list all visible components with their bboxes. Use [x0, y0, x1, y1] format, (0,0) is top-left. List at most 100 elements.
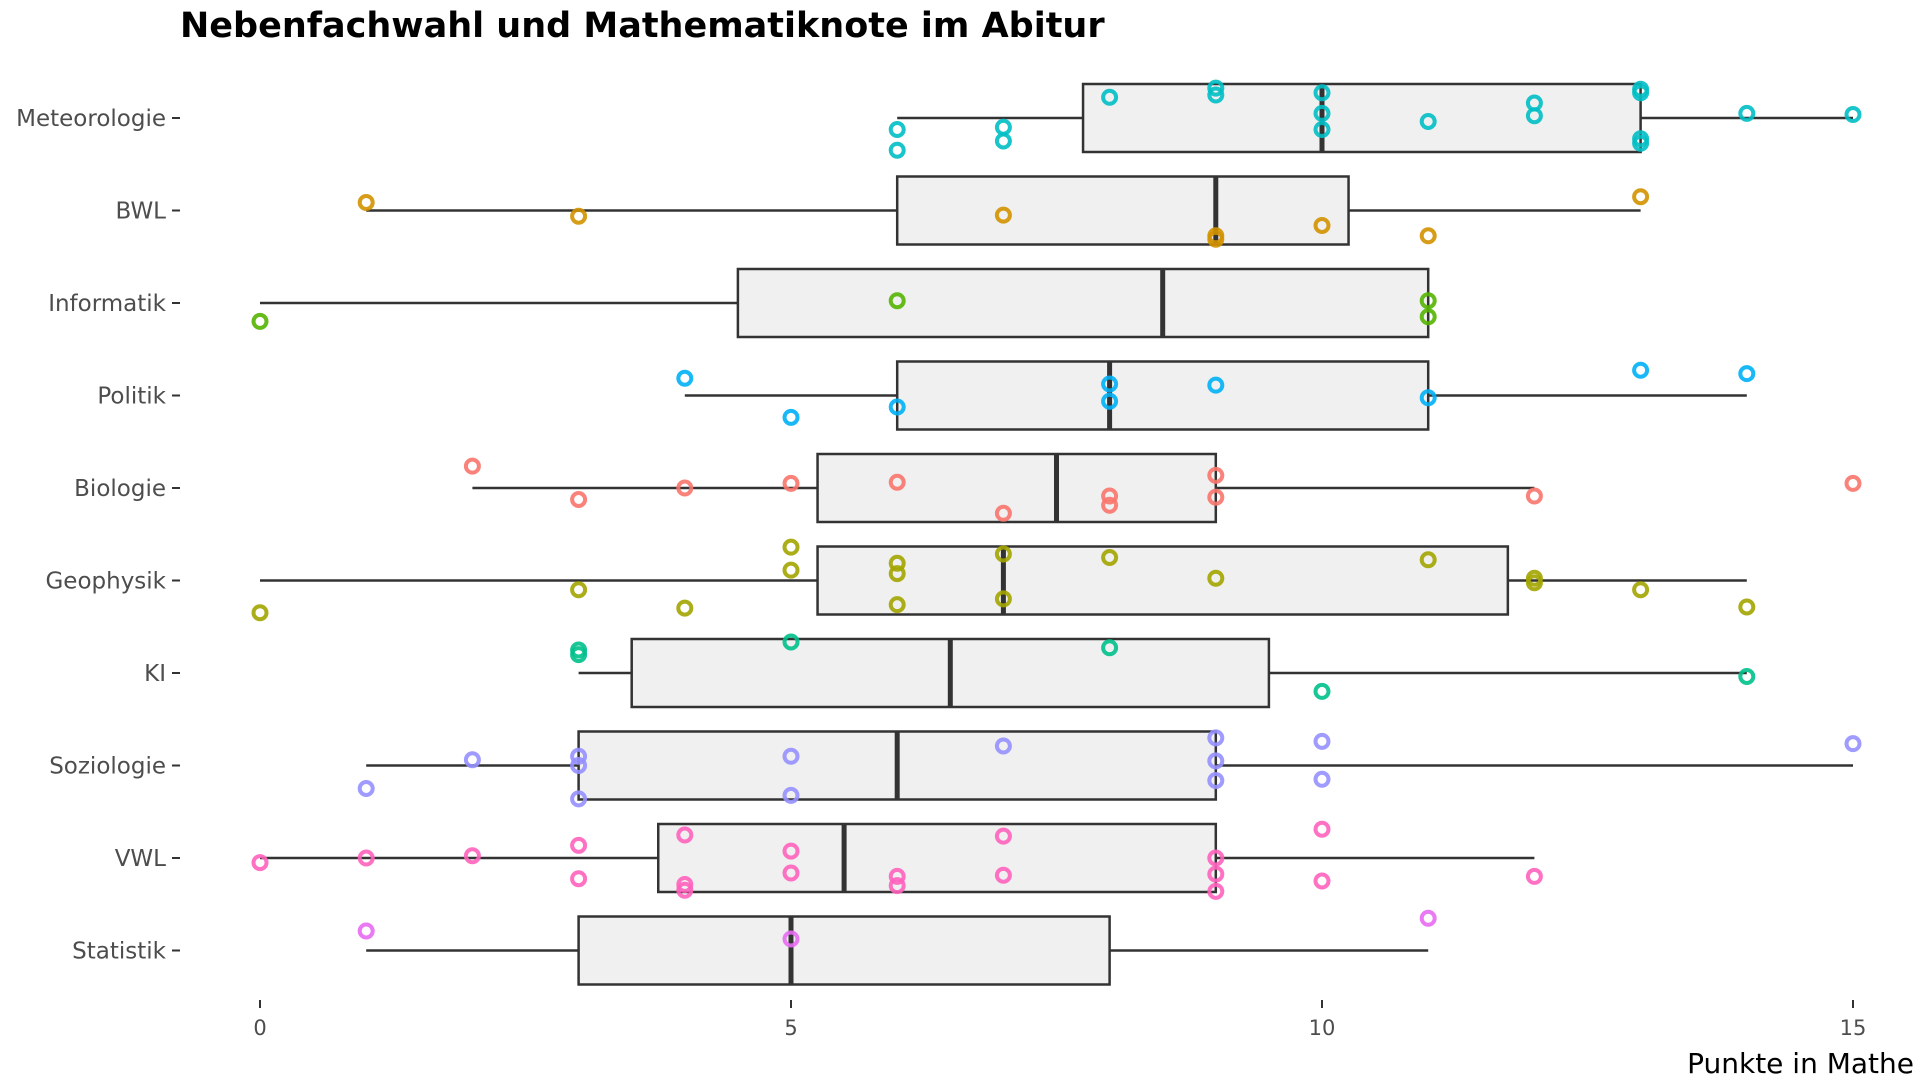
data-point	[1632, 134, 1650, 152]
data-point	[888, 877, 906, 895]
data-point	[463, 751, 481, 769]
data-point	[1313, 121, 1331, 138]
y-tick-label: Statistik	[72, 939, 167, 965]
data-point	[1207, 488, 1225, 506]
box	[657, 822, 1218, 894]
data-point	[570, 870, 588, 888]
data-point	[888, 473, 906, 491]
data-point	[463, 457, 481, 475]
data-point	[888, 867, 906, 885]
data-point	[1207, 729, 1225, 747]
y-tick-label: Informatik	[48, 291, 166, 317]
data-point	[1313, 770, 1331, 788]
data-point	[1207, 86, 1225, 104]
x-tick-label: 10	[1309, 1016, 1336, 1040]
data-point	[1101, 639, 1119, 657]
data-point	[1844, 106, 1862, 124]
data-point	[570, 491, 588, 508]
data-point	[1738, 365, 1756, 383]
data-point	[888, 141, 906, 159]
data-point	[782, 864, 800, 882]
data-point	[1207, 865, 1225, 883]
data-point	[782, 786, 800, 804]
data-point	[994, 132, 1012, 150]
y-tick-label: Soziologie	[49, 754, 166, 780]
data-point	[1313, 682, 1331, 700]
box	[577, 915, 1111, 986]
data-point	[1313, 820, 1331, 838]
box	[816, 545, 1510, 616]
data-point	[676, 875, 694, 893]
data-point	[676, 826, 694, 844]
data-point	[1101, 496, 1119, 514]
y-tick-label: Biologie	[74, 476, 166, 502]
data-point	[1738, 667, 1756, 685]
y-tick-label: BWL	[115, 199, 166, 225]
data-point	[782, 538, 800, 556]
data-point	[888, 565, 906, 583]
y-tick-label: Meteorologie	[16, 106, 166, 132]
x-axis-title: Punkte in Mathe	[1687, 1047, 1914, 1080]
data-point	[1419, 389, 1437, 407]
data-point	[570, 790, 588, 808]
data-point	[994, 737, 1012, 755]
data-point	[1525, 867, 1543, 885]
data-point	[357, 922, 375, 940]
data-point	[994, 504, 1012, 522]
data-point	[676, 479, 694, 497]
data-point	[782, 408, 800, 426]
data-point	[570, 836, 588, 854]
data-point	[1419, 909, 1437, 927]
y-tick-label: KI	[144, 661, 166, 687]
data-point	[1844, 474, 1862, 492]
data-point	[570, 581, 588, 599]
data-point	[1207, 771, 1225, 789]
data-point	[1419, 112, 1437, 130]
data-point	[994, 590, 1012, 608]
data-point	[1101, 487, 1119, 505]
box	[816, 452, 1218, 524]
data-point	[676, 599, 694, 617]
data-point	[1844, 735, 1862, 753]
data-point	[1207, 882, 1225, 900]
data-point	[570, 646, 588, 664]
y-tick-label: VWL	[115, 846, 166, 872]
data-point	[1207, 79, 1225, 97]
data-point	[1313, 216, 1331, 234]
data-point	[1738, 598, 1756, 616]
data-point	[782, 633, 800, 651]
data-point	[1207, 230, 1225, 248]
box	[895, 360, 1430, 431]
data-point	[994, 827, 1012, 845]
data-point	[1313, 104, 1331, 122]
data-point	[1419, 292, 1437, 310]
data-point	[570, 747, 588, 765]
data-point	[463, 847, 481, 865]
data-point	[1101, 392, 1119, 410]
data-point	[1525, 107, 1543, 125]
data-point	[888, 554, 906, 572]
data-point	[1207, 376, 1225, 394]
data-point	[994, 206, 1012, 224]
data-point	[676, 369, 694, 387]
data-point	[1419, 308, 1437, 326]
y-tick-label: Geophysik	[45, 569, 166, 595]
box	[1081, 82, 1642, 154]
data-point	[676, 881, 694, 899]
data-point	[1207, 849, 1225, 867]
data-point	[888, 121, 906, 138]
data-point	[1101, 549, 1119, 566]
data-point	[251, 604, 269, 622]
box	[895, 175, 1350, 246]
chart-title: Nebenfachwahl und Mathematiknote im Abit…	[180, 6, 1105, 46]
y-tick-label: Politik	[97, 384, 166, 410]
data-point	[782, 474, 800, 492]
box	[736, 267, 1430, 339]
data-point	[1313, 84, 1331, 102]
data-point	[888, 596, 906, 614]
data-point	[1313, 872, 1331, 890]
data-point	[1101, 88, 1119, 106]
data-point	[1207, 752, 1225, 770]
